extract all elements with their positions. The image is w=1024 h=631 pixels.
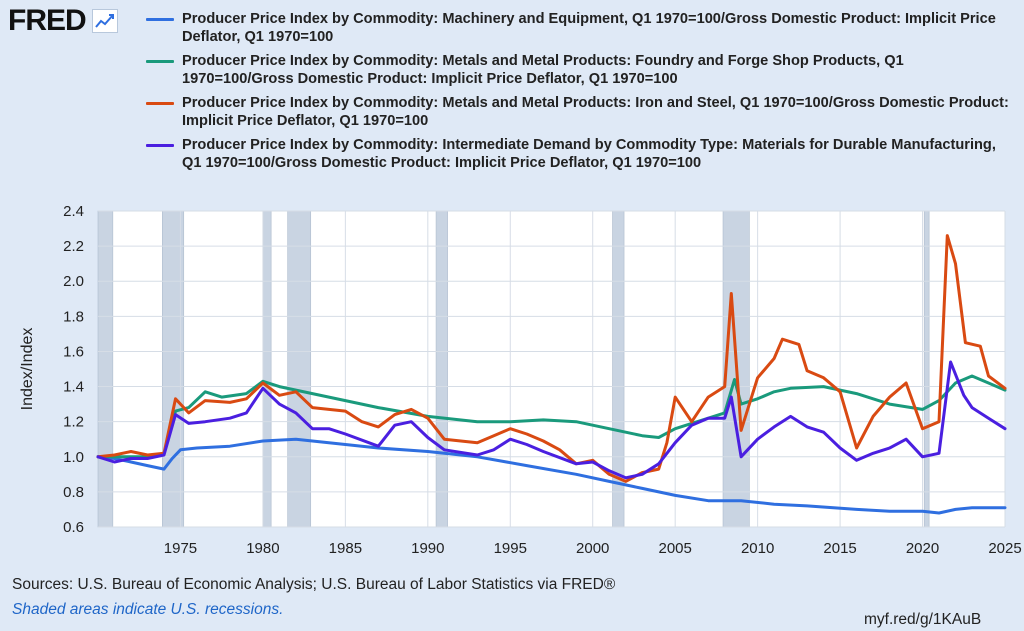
legend-swatch <box>146 18 174 21</box>
series-line-foundry[interactable] <box>96 374 1007 459</box>
y-tick-label: 1.6 <box>63 343 84 360</box>
y-tick-label: 1.8 <box>63 308 84 325</box>
x-tick-label: 1990 <box>411 540 444 557</box>
x-tick-label: 1995 <box>494 540 527 557</box>
sources-note: Sources: U.S. Bureau of Economic Analysi… <box>12 576 616 593</box>
legend-label: Producer Price Index by Commodity: Metal… <box>182 53 904 87</box>
recession-band <box>923 210 930 528</box>
x-tick-label: 1985 <box>329 540 362 557</box>
x-tick-label: 2010 <box>741 540 774 557</box>
line-chart-icon <box>91 9 118 33</box>
recession-band <box>287 210 312 528</box>
fred-logo[interactable]: FRED <box>8 4 118 38</box>
x-tick-label: 2000 <box>576 540 609 557</box>
x-tick-label: 2005 <box>658 540 691 557</box>
x-tick-label: 2020 <box>906 540 939 557</box>
x-tick-label: 1980 <box>246 540 279 557</box>
y-tick-label: 2.2 <box>63 238 84 255</box>
chart-legend: Producer Price Index by Commodity: Machi… <box>146 10 1012 178</box>
recessions-note: Shaded areas indicate U.S. recessions. <box>12 601 284 618</box>
legend-label: Producer Price Index by Commodity: Inter… <box>182 137 996 171</box>
x-tick-label: 2015 <box>823 540 856 557</box>
recession-band <box>435 210 448 528</box>
legend-label: Producer Price Index by Commodity: Machi… <box>182 11 996 45</box>
legend-swatch <box>146 144 174 147</box>
y-tick-label: 2.4 <box>63 203 84 220</box>
y-tick-label: 2.0 <box>63 273 84 290</box>
legend-item-machinery[interactable]: Producer Price Index by Commodity: Machi… <box>146 10 1012 46</box>
y-tick-label: 0.6 <box>63 519 84 536</box>
recession-band <box>262 210 272 528</box>
x-tick-label: 1975 <box>164 540 197 557</box>
x-tick-label: 2025 <box>988 540 1021 557</box>
y-axis-label: Index/Index <box>19 328 36 411</box>
short-url-link[interactable]: myf.red/g/1KAuB <box>864 611 982 628</box>
plot-area <box>98 211 1005 527</box>
recession-band <box>97 210 114 528</box>
series-line-durable-materials[interactable] <box>96 360 1007 480</box>
line-chart[interactable]: 0.6 0.8 1.0 1.2 1.4 1.6 1.8 2.0 2.2 2.4 1975 1980 19… <box>0 200 1024 570</box>
series-line-machinery[interactable] <box>96 437 1007 515</box>
y-tick-label: 0.8 <box>63 484 84 501</box>
legend-item-durable-materials[interactable]: Producer Price Index by Commodity: Inter… <box>146 136 1012 172</box>
y-tick-label: 1.2 <box>63 414 84 431</box>
y-tick-label: 1.4 <box>63 379 84 396</box>
y-tick-label: 1.0 <box>63 449 84 466</box>
fred-logo-text: FRED <box>8 4 87 37</box>
legend-item-foundry[interactable]: Producer Price Index by Commodity: Metal… <box>146 52 1012 88</box>
legend-swatch <box>146 102 174 105</box>
legend-label: Producer Price Index by Commodity: Metal… <box>182 95 1009 129</box>
legend-swatch <box>146 60 174 63</box>
legend-item-iron-steel[interactable]: Producer Price Index by Commodity: Metal… <box>146 94 1012 130</box>
